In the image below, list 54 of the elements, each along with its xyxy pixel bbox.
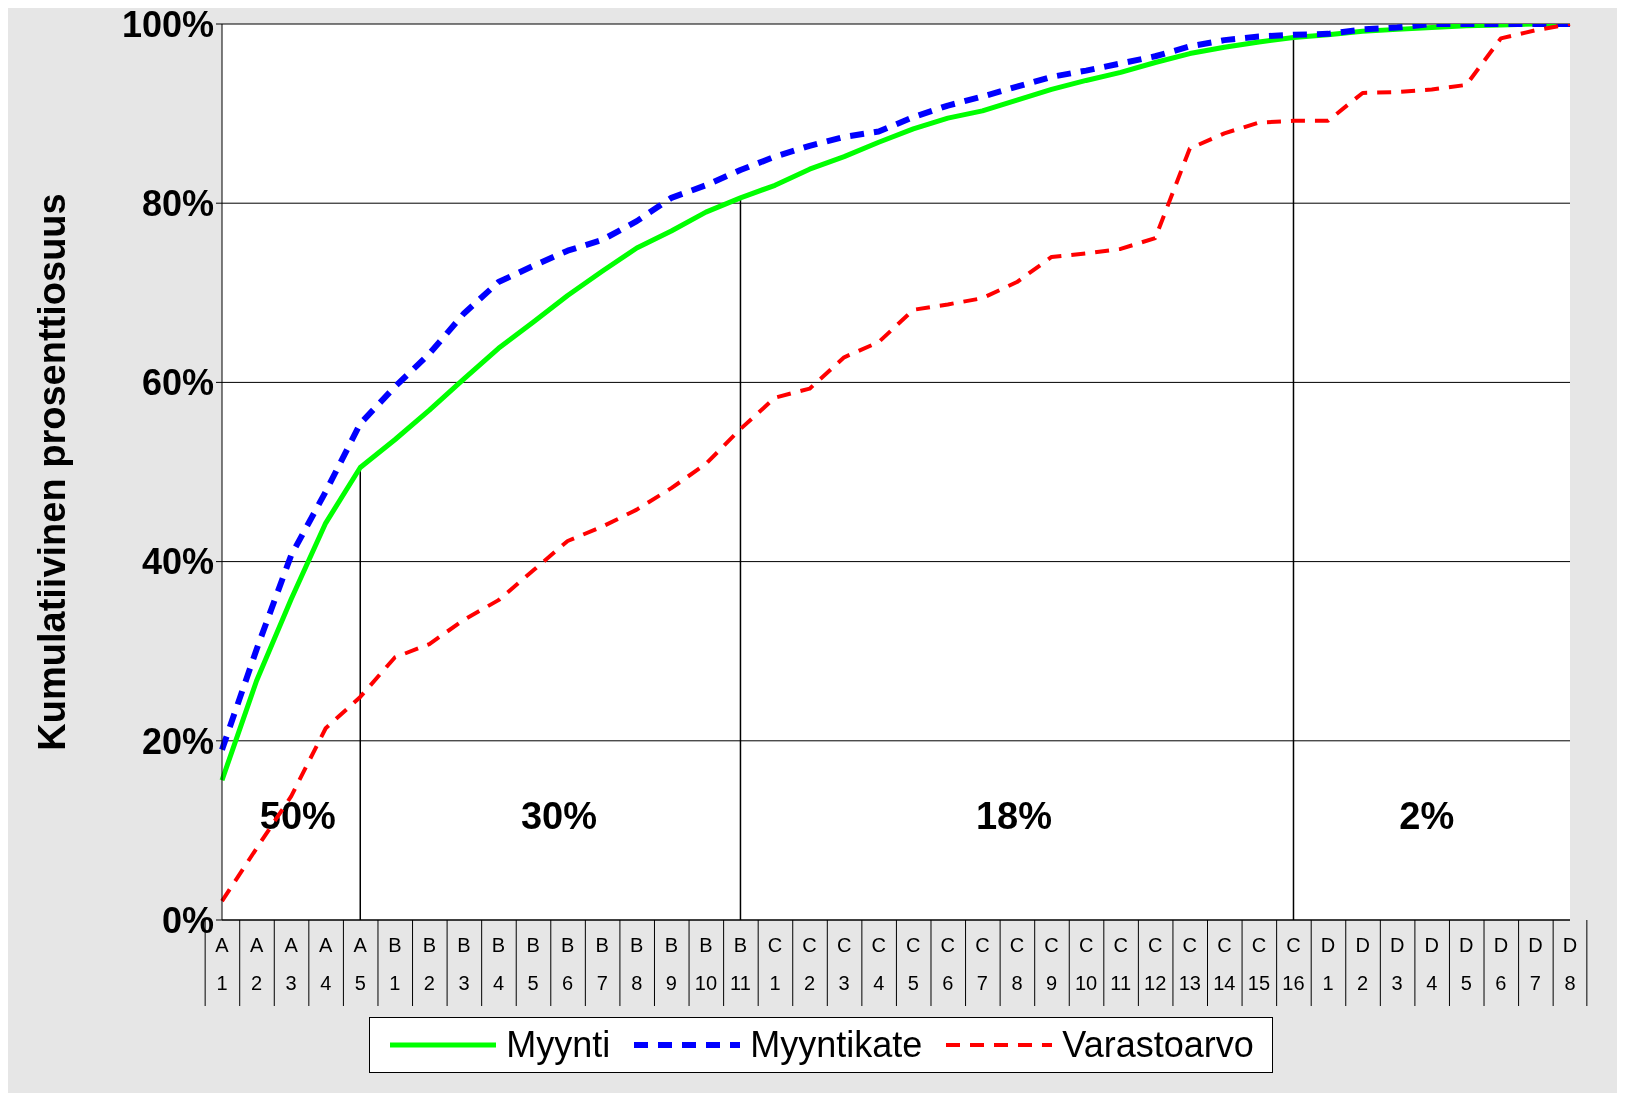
x-tick-label: B 6 <box>560 934 575 994</box>
legend-label: Myyntikate <box>750 1024 923 1066</box>
x-tick-label: D 1 <box>1320 934 1336 994</box>
annotation: 50% <box>259 794 336 837</box>
annotation: 30% <box>520 794 598 837</box>
x-tick-label: A 5 <box>353 934 368 994</box>
x-tick-label: B 3 <box>457 934 471 994</box>
x-tick-label: C 13 <box>1178 934 1201 994</box>
y-tick-label: 0% <box>161 899 214 941</box>
x-tick-label: C 7 <box>975 934 990 994</box>
x-tick-label: A 2 <box>249 934 264 994</box>
x-tick-label: B 5 <box>526 934 540 994</box>
x-tick-label: C 14 <box>1213 934 1236 994</box>
y-tick-label: 60% <box>141 362 214 404</box>
y-axis-title: Kumulatiivinen prosenttiosuus <box>31 193 74 751</box>
x-tick-label: B 2 <box>422 934 437 994</box>
x-tick-label: C 9 <box>1044 934 1059 994</box>
x-tick-label: D 4 <box>1424 934 1439 994</box>
annotation: 2% <box>1399 794 1455 837</box>
x-tick-label: C 1 <box>767 934 783 994</box>
x-tick-label: D 5 <box>1459 934 1474 994</box>
x-tick-label: A 4 <box>319 934 334 994</box>
x-tick-label: C 5 <box>906 934 921 994</box>
x-tick-label: C 15 <box>1247 934 1271 994</box>
x-tick-label: B 1 <box>388 934 402 994</box>
x-tick-label: C 4 <box>871 934 886 994</box>
x-tick-label: A 3 <box>284 934 299 994</box>
x-tick-label: C 10 <box>1074 934 1098 994</box>
y-tick-label: 100% <box>121 3 214 45</box>
annotation: 18% <box>975 794 1052 837</box>
x-tick-label: C 8 <box>1009 934 1025 994</box>
x-tick-label: C 3 <box>836 934 852 994</box>
x-tick-label: C 2 <box>802 934 817 994</box>
x-tick-label: D 8 <box>1562 934 1578 994</box>
y-tick-label: 80% <box>141 182 214 224</box>
x-tick-label: B 7 <box>595 934 609 994</box>
x-tick-label: B 10 <box>694 934 718 994</box>
y-tick-label: 20% <box>141 720 214 762</box>
x-tick-label: B 11 <box>730 934 751 994</box>
x-tick-label: D 3 <box>1389 934 1405 994</box>
x-tick-label: A 1 <box>215 934 230 994</box>
x-tick-label: C 16 <box>1282 934 1305 994</box>
x-tick-label: B 4 <box>491 934 506 994</box>
x-tick-label: D 2 <box>1355 934 1370 994</box>
x-tick-label: D 6 <box>1493 934 1509 994</box>
x-tick-label: C 11 <box>1110 934 1132 994</box>
x-tick-label: D 7 <box>1528 934 1543 994</box>
y-tick-label: 40% <box>141 541 214 583</box>
x-tick-label: C 12 <box>1144 934 1167 994</box>
legend-label: Varastoarvo <box>1062 1024 1254 1066</box>
x-tick-label: B 8 <box>630 934 644 994</box>
x-tick-label: B 9 <box>664 934 679 994</box>
legend-label: Myynti <box>506 1024 611 1066</box>
x-tick-label: C 6 <box>940 934 956 994</box>
